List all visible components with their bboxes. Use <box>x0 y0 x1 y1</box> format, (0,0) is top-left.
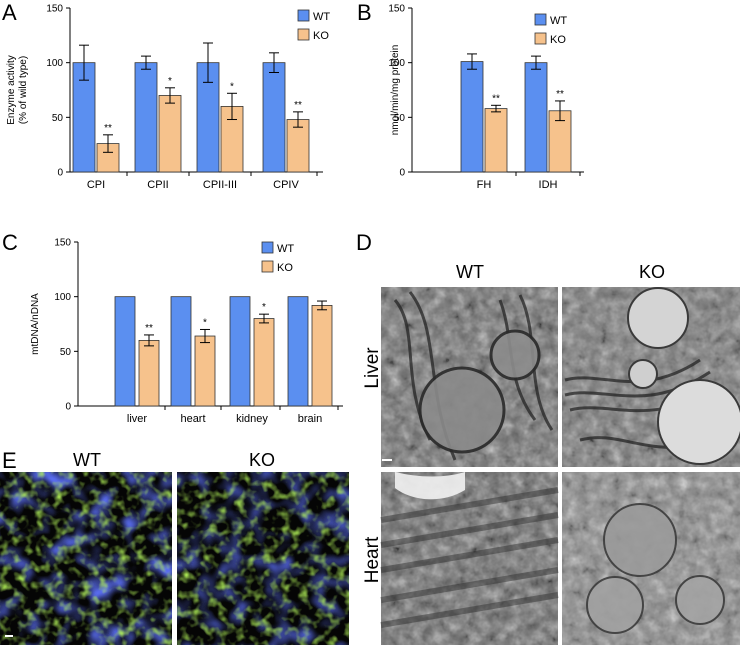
chart-a-cat-label-3: CPIV <box>273 179 299 191</box>
chart-a-cat-label-0: CPI <box>87 179 105 191</box>
chart-c-bar-ko-0 <box>138 339 160 407</box>
chart-c-cat-label-1: heart <box>180 413 205 425</box>
chart-c-ytick-label-0: 0 <box>65 402 71 413</box>
chart-a-sig-0: ** <box>104 123 112 134</box>
fluorescence-ko <box>177 472 349 645</box>
chart-b-ylabel-0: nmol/min/mg protein <box>390 45 401 136</box>
chart-a: 0 50 100 150 Enzyme activity (% of wild type)… <box>6 4 330 192</box>
chart-a-legend-label-0: WT <box>313 11 330 23</box>
chart-a-legend-swatch-0 <box>297 9 310 22</box>
chart-b-sig-1: ** <box>556 89 564 100</box>
chart-a-ytick-label-0: 0 <box>57 168 63 179</box>
chart-a-sig-3: ** <box>294 100 302 111</box>
panel-letter-b: B <box>357 0 372 25</box>
chart-c-ytick-label-1: 50 <box>60 347 72 358</box>
chart-a-sig-2: * <box>230 81 234 92</box>
chart-b-bar-wt-0 <box>460 61 484 173</box>
chart-c-legend-label-0: WT <box>277 243 294 255</box>
chart-c-legend-label-1: KO <box>277 262 293 274</box>
em-liver-wt <box>381 287 558 467</box>
em-heart-ko <box>562 472 740 645</box>
chart-c-bar-ko-3 <box>311 305 333 407</box>
chart-c-bar-wt-3 <box>287 296 309 407</box>
panel-d-row-label-heart: Heart <box>362 536 383 583</box>
chart-a-legend-swatch-1 <box>297 28 310 41</box>
panel-d-col-label-wt: WT <box>456 262 484 282</box>
chart-c-cat-label-3: brain <box>298 413 322 425</box>
panel-d-row-label-liver: Liver <box>362 347 383 389</box>
chart-a-bar-ko-1 <box>158 95 182 173</box>
chart-a-ytick-label-1: 50 <box>52 113 64 124</box>
chart-b-bar-wt-1 <box>524 62 548 173</box>
chart-a-cat-label-1: CPII <box>147 179 168 191</box>
panel-e-col-label-wt: WT <box>73 450 101 470</box>
chart-a-cat-label-2: CPII-III <box>203 179 237 191</box>
chart-c-bar-wt-1 <box>170 296 192 407</box>
panel-letter-c: C <box>2 230 18 255</box>
chart-c-bar-ko-2 <box>253 318 275 407</box>
chart-c-sig-0: ** <box>145 323 153 334</box>
chart-c-ytick-label-3: 150 <box>54 238 71 249</box>
chart-c: 0 50 100 150 mtDNA/nDNA liver heart kidney brain… <box>30 238 343 425</box>
chart-c-bar-ko-1 <box>194 335 216 407</box>
em-liver-ko <box>562 287 740 467</box>
chart-b-sig-0: ** <box>492 93 500 104</box>
chart-a-sig-1: * <box>168 76 172 87</box>
panel-letter-e: E <box>2 448 17 473</box>
chart-b-bar-ko-0 <box>484 108 508 173</box>
chart-c-cat-label-0: liver <box>127 413 148 425</box>
chart-a-bar-wt-1 <box>134 62 158 173</box>
chart-c-sig-1: * <box>203 317 207 328</box>
chart-b-ytick-label-0: 0 <box>399 168 405 179</box>
chart-b: 0 50 100 150 nmol/min/mg protein FH IDH ** ** WT K… <box>388 4 584 191</box>
panel-letter-a: A <box>2 0 17 25</box>
chart-a-ytick-label-2: 100 <box>46 58 63 69</box>
chart-c-ytick-label-2: 100 <box>54 292 71 303</box>
chart-b-legend-label-1: KO <box>550 34 566 46</box>
panel-letter-d: D <box>356 230 372 255</box>
panel-e: WT KO <box>0 450 349 645</box>
chart-a-bar-wt-3 <box>262 62 286 173</box>
panel-d-col-label-ko: KO <box>639 262 665 282</box>
chart-c-bar-wt-0 <box>114 296 136 407</box>
chart-b-ytick-label-3: 150 <box>388 4 405 15</box>
chart-b-legend-label-0: WT <box>550 15 567 27</box>
chart-c-sig-2: * <box>262 302 266 313</box>
panel-e-col-label-ko: KO <box>249 450 275 470</box>
em-heart-wt <box>380 472 559 645</box>
chart-c-legend-swatch-0 <box>261 241 274 254</box>
chart-c-cat-label-2: kidney <box>236 413 268 425</box>
chart-b-legend-swatch-0 <box>534 13 547 26</box>
chart-a-ylabel-0: Enzyme activity <box>6 55 17 124</box>
chart-b-ytick-label-1: 50 <box>394 113 406 124</box>
chart-b-legend-swatch-1 <box>534 32 547 45</box>
chart-a-legend-label-1: KO <box>313 30 329 42</box>
chart-a-ylabel-1: (% of wild type) <box>18 56 29 124</box>
chart-c-ylabel-0: mtDNA/nDNA <box>30 293 41 355</box>
chart-b-cat-label-1: IDH <box>539 179 558 191</box>
chart-b-cat-label-0: FH <box>477 179 492 191</box>
panel-d: WT KO Liver Heart <box>362 262 740 645</box>
chart-c-legend-swatch-1 <box>261 260 274 273</box>
fluorescence-wt <box>0 472 172 645</box>
chart-b-ytick-label-2: 100 <box>388 58 405 69</box>
chart-c-bar-wt-2 <box>229 296 251 407</box>
chart-a-ytick-label-3: 150 <box>46 4 63 15</box>
